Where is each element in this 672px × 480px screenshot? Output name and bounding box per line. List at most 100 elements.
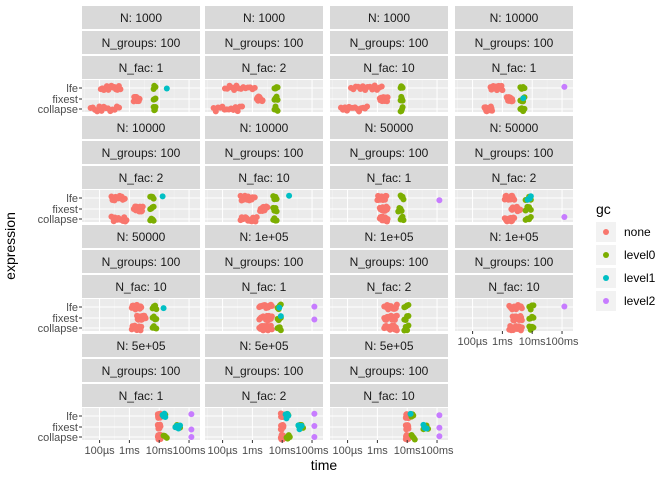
- strip-background: [205, 56, 323, 79]
- data-point-collapse-none: [268, 326, 275, 333]
- strip-label: N_groups: 100: [225, 36, 304, 50]
- data-point-lfe-level1: [286, 192, 293, 199]
- strip-background: [82, 31, 200, 54]
- strip-background: [330, 116, 448, 139]
- facet-panel: N: 5e+05 N_groups: 100 N_fac: 1 lfefixestco…: [38, 334, 206, 457]
- strip-background: [205, 31, 323, 54]
- strip-label: N_fac: 2: [242, 389, 287, 403]
- facet-panel: N: 5e+05 N_groups: 100 N_fac: 10 100µs 1ms 10…: [330, 334, 454, 457]
- strip-label: N_groups: 100: [225, 146, 304, 160]
- y-tick-label-lfe: lfe: [66, 193, 78, 205]
- data-point-fixest-level0: [274, 96, 281, 103]
- data-point-lfe-level0: [273, 195, 280, 202]
- data-point-lfe-level2: [311, 410, 318, 417]
- data-point-collapse-none: [384, 215, 391, 222]
- data-point-lfe-none: [117, 86, 124, 93]
- legend-label-level2: level2: [624, 294, 656, 308]
- x-tick-label: 100µs: [84, 445, 115, 457]
- data-point-fixest-none: [405, 425, 412, 432]
- x-tick-label: 1ms: [492, 336, 513, 348]
- data-point-collapse-level0: [274, 107, 281, 114]
- strip-label: N_groups: 100: [102, 364, 181, 378]
- strip-background: [330, 31, 448, 54]
- data-point-fixest-level1: [520, 95, 527, 102]
- strip-background: [330, 384, 448, 407]
- data-point-lfe-level0: [152, 83, 159, 90]
- strip-background: [82, 334, 200, 357]
- data-point-collapse-level2: [311, 434, 318, 441]
- data-point-collapse-level0: [400, 217, 407, 224]
- facet-panel: N: 1e+05 N_groups: 100 N_fac: 2: [330, 225, 448, 334]
- data-point-lfe-level0: [153, 306, 160, 313]
- strip-background: [205, 225, 323, 248]
- x-tick-label: 10ms: [269, 445, 296, 457]
- data-point-fixest-none: [517, 206, 524, 213]
- strip-background: [82, 275, 200, 298]
- data-point-lfe-level2: [561, 303, 568, 310]
- data-point-collapse-level0: [404, 327, 411, 334]
- strip-background: [205, 250, 323, 273]
- strip-label: N_fac: 10: [488, 280, 540, 294]
- y-tick-label-collapse: collapse: [38, 432, 78, 444]
- facet-panel: N: 1000 N_groups: 100 N_fac: 1 lfefixestcol…: [38, 6, 200, 116]
- data-point-collapse-none: [518, 324, 525, 331]
- y-tick-label-fixest: fixest: [52, 94, 78, 106]
- strip-background: [455, 141, 573, 164]
- data-point-fixest-none: [268, 313, 275, 320]
- x-tick-label: 1ms: [367, 445, 388, 457]
- data-point-lfe-level2: [561, 83, 568, 90]
- legend-label-level0: level0: [624, 248, 656, 262]
- data-point-fixest-none: [280, 422, 287, 429]
- strip-label: N_fac: 10: [238, 171, 290, 185]
- data-point-collapse-level2: [188, 433, 195, 440]
- data-point-fixest-level0: [150, 203, 157, 210]
- data-point-collapse-none: [393, 327, 400, 334]
- y-tick-label-lfe: lfe: [66, 302, 78, 314]
- strip-label: N_fac: 10: [115, 280, 167, 294]
- data-point-collapse-level2: [436, 433, 443, 440]
- data-point-fixest-none: [518, 317, 525, 324]
- strip-label: N_groups: 100: [475, 255, 554, 269]
- strip-label: N_groups: 100: [350, 146, 429, 160]
- data-point-lfe-none: [231, 87, 238, 94]
- strip-label: N_groups: 100: [225, 364, 304, 378]
- strip-background: [455, 6, 573, 29]
- data-point-lfe-level1: [160, 305, 167, 312]
- data-point-lfe-none: [378, 83, 385, 90]
- strip-label: N_groups: 100: [350, 364, 429, 378]
- strip-background: [205, 275, 323, 298]
- strip-label: N: 1e+05: [489, 230, 538, 244]
- data-point-fixest-none: [136, 96, 143, 103]
- data-point-fixest-level0: [273, 208, 280, 215]
- strip-label: N_fac: 2: [492, 171, 537, 185]
- strip-background: [455, 275, 573, 298]
- data-point-lfe-level2: [188, 411, 195, 418]
- data-point-fixest-level0: [527, 206, 534, 213]
- facet-panel: N: 1000 N_groups: 100 N_fac: 10: [330, 6, 448, 115]
- data-point-fixest-level1: [277, 313, 284, 320]
- strip-label: N_fac: 10: [363, 61, 415, 75]
- data-point-fixest-level0: [398, 207, 405, 214]
- strip-label: N_groups: 100: [102, 255, 181, 269]
- x-tick-label: 100ms: [173, 445, 207, 457]
- data-point-fixest-none: [393, 312, 400, 319]
- strip-background: [330, 275, 448, 298]
- strip-label: N: 10000: [117, 121, 166, 135]
- strip-background: [455, 56, 573, 79]
- data-point-collapse-none: [364, 103, 371, 110]
- strip-background: [330, 250, 448, 273]
- data-point-collapse-none: [253, 214, 260, 221]
- data-point-collapse-none: [123, 217, 130, 224]
- data-point-collapse-level0: [277, 327, 284, 334]
- data-point-lfe-level1: [163, 85, 170, 92]
- data-point-collapse-level0: [530, 324, 537, 331]
- data-point-fixest-level1: [423, 425, 430, 432]
- data-point-lfe-level1: [159, 193, 166, 200]
- data-point-collapse-level0: [286, 434, 293, 441]
- strip-label: N_fac: 10: [363, 389, 415, 403]
- data-point-fixest-none: [139, 203, 146, 210]
- data-point-lfe-level0: [400, 196, 407, 203]
- strip-background: [82, 56, 200, 79]
- strip-background: [455, 225, 573, 248]
- strip-label: N: 50000: [365, 121, 414, 135]
